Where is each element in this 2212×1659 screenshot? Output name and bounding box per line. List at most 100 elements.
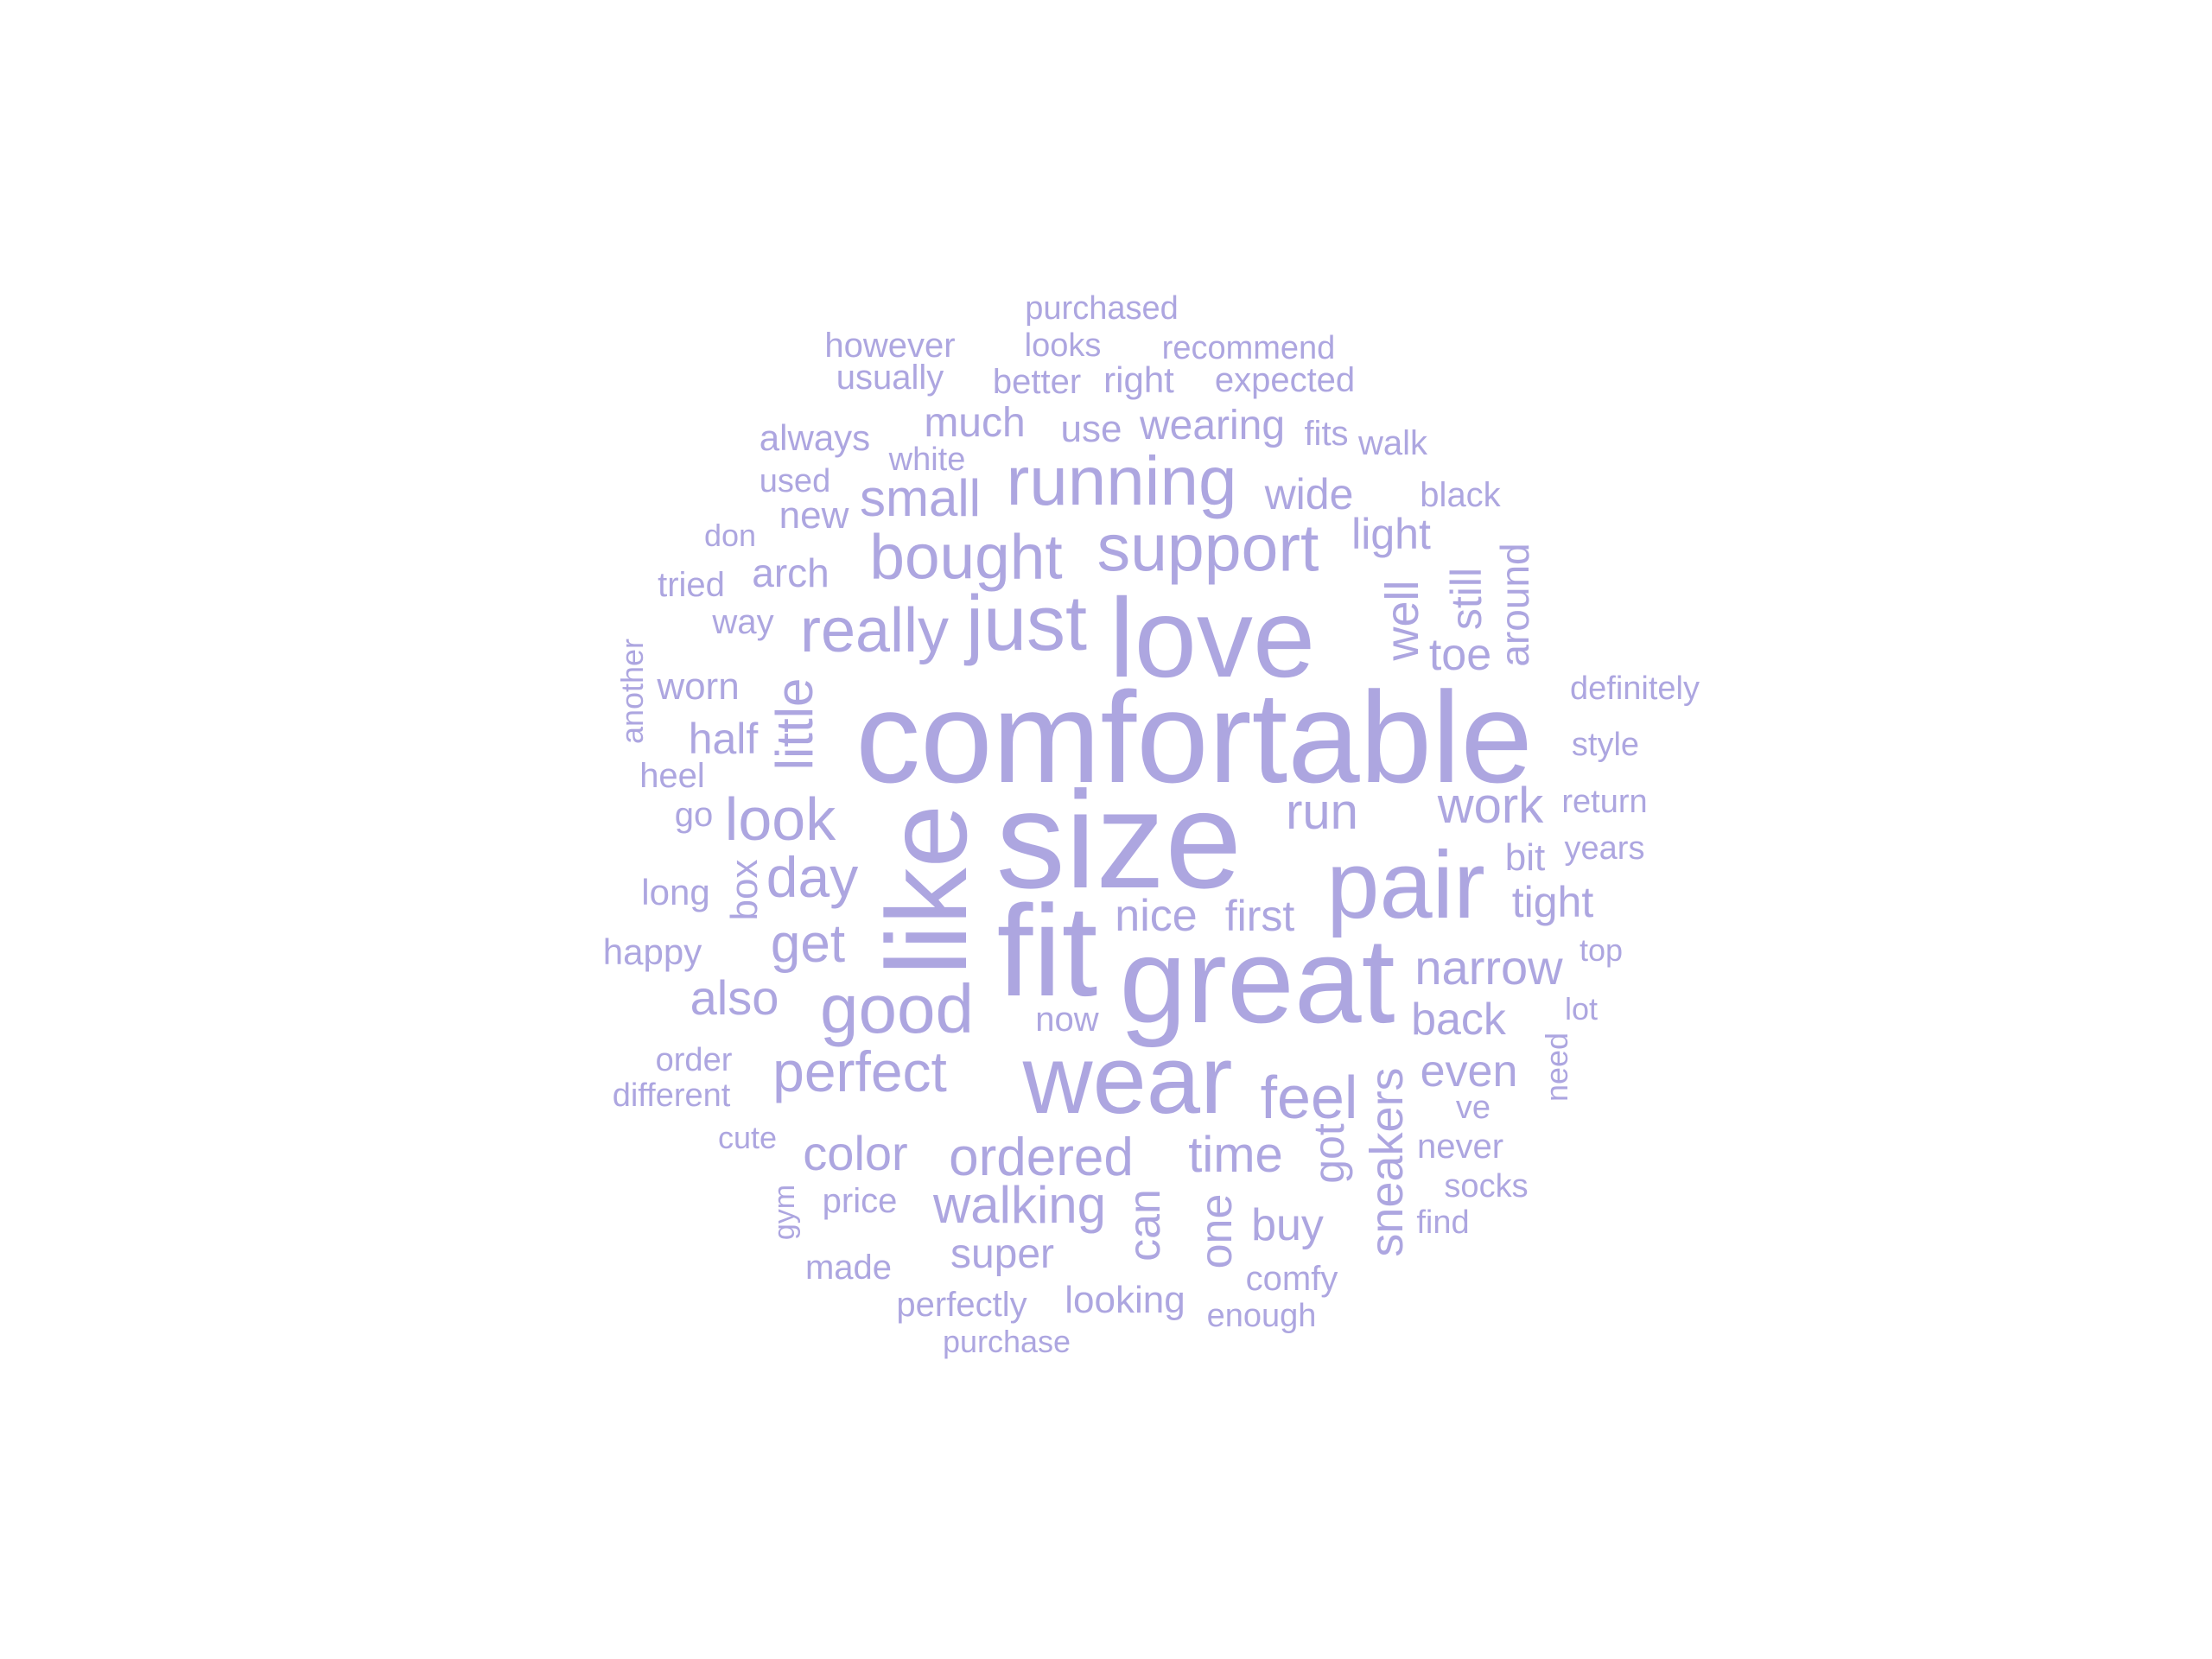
- word-comfy: comfy: [1245, 1260, 1338, 1298]
- word-however: however: [824, 327, 956, 365]
- word-looks: looks: [1024, 327, 1102, 364]
- word-even: even: [1420, 1046, 1518, 1096]
- word-socks: socks: [1444, 1168, 1529, 1205]
- word-made: made: [804, 1249, 893, 1287]
- word-always: always: [759, 417, 871, 458]
- word-walking: walking: [932, 1176, 1107, 1234]
- word-still: still: [1442, 567, 1491, 631]
- word-go: go: [674, 796, 714, 834]
- word-cute: cute: [717, 1120, 778, 1155]
- word-right: right: [1103, 359, 1174, 400]
- word-usually: usually: [836, 359, 944, 397]
- word-recommend: recommend: [1161, 330, 1336, 366]
- word-find: find: [1416, 1205, 1470, 1241]
- word-never: never: [1416, 1128, 1504, 1166]
- word-return: return: [1561, 784, 1648, 820]
- word-toe: toe: [1428, 630, 1492, 680]
- word-just: just: [965, 581, 1088, 667]
- word-used: used: [759, 463, 831, 499]
- word-sneakers: sneakers: [1361, 1067, 1413, 1257]
- word-feel: feel: [1260, 1064, 1358, 1131]
- word-price: price: [822, 1182, 898, 1220]
- word-looking: looking: [1065, 1279, 1185, 1321]
- word-purchased: purchased: [1025, 290, 1179, 327]
- word-gym: gym: [768, 1184, 801, 1241]
- word-look: look: [724, 785, 836, 853]
- word-love: love: [1109, 575, 1316, 701]
- word-around: around: [1492, 543, 1537, 667]
- word-really: really: [799, 596, 950, 665]
- word-can: can: [1120, 1189, 1170, 1262]
- word-buy: buy: [1251, 1200, 1324, 1250]
- word-like: like: [863, 804, 990, 976]
- word-ve: ve: [1455, 1090, 1491, 1126]
- word-running: running: [1006, 442, 1237, 519]
- word-good: good: [820, 970, 974, 1047]
- word-half: half: [688, 715, 759, 763]
- word-first: first: [1224, 892, 1295, 940]
- word-style: style: [1571, 727, 1640, 763]
- word-white: white: [888, 442, 966, 478]
- word-back: back: [1411, 995, 1506, 1045]
- word-purchase: purchase: [942, 1324, 1071, 1359]
- word-bought: bought: [869, 522, 1063, 593]
- word-tight: tight: [1511, 878, 1594, 926]
- word-pair: pair: [1326, 832, 1485, 938]
- word-now: now: [1035, 1001, 1099, 1039]
- word-lot: lot: [1564, 991, 1599, 1027]
- word-expected: expected: [1214, 361, 1356, 399]
- word-bit: bit: [1504, 836, 1546, 879]
- word-tried: tried: [658, 566, 725, 604]
- word-fit: fit: [996, 878, 1098, 1023]
- word-happy: happy: [602, 931, 702, 972]
- word-way: way: [712, 603, 774, 641]
- word-perfect: perfect: [772, 1039, 947, 1103]
- word-comfortable: comfortable: [855, 664, 1533, 810]
- word-need: need: [1539, 1032, 1574, 1103]
- word-better: better: [992, 363, 1082, 401]
- word-long: long: [641, 872, 710, 912]
- word-light: light: [1351, 510, 1431, 558]
- word-work: work: [1437, 778, 1544, 834]
- word-narrow: narrow: [1414, 940, 1563, 995]
- word-much: much: [924, 400, 1026, 446]
- word-new: new: [779, 494, 849, 537]
- word-run: run: [1286, 784, 1358, 840]
- word-wear: wear: [1022, 1026, 1233, 1134]
- word-also: also: [690, 970, 779, 1025]
- word-small: small: [859, 469, 982, 527]
- word-size: size: [995, 762, 1243, 917]
- word-worn: worn: [657, 665, 740, 708]
- word-day: day: [766, 845, 859, 909]
- word-get: get: [770, 914, 846, 974]
- word-time: time: [1188, 1127, 1283, 1183]
- word-walk: walk: [1357, 424, 1428, 462]
- word-wearing: wearing: [1139, 403, 1286, 448]
- word-definitely: definitely: [1570, 671, 1700, 707]
- word-perfectly: perfectly: [896, 1286, 1027, 1324]
- word-color: color: [803, 1126, 908, 1180]
- word-enough: enough: [1206, 1298, 1317, 1334]
- word-well: well: [1376, 580, 1428, 661]
- word-box: box: [723, 859, 766, 921]
- word-ordered: ordered: [949, 1128, 1134, 1187]
- word-wide: wide: [1264, 470, 1354, 518]
- word-support: support: [1096, 511, 1319, 586]
- word-years: years: [1564, 830, 1645, 867]
- word-top: top: [1579, 932, 1624, 968]
- word-one: one: [1192, 1193, 1242, 1269]
- word-great: great: [1119, 912, 1395, 1048]
- word-heel: heel: [639, 757, 705, 795]
- word-different: different: [612, 1077, 731, 1114]
- word-little: little: [766, 677, 823, 771]
- word-fits: fits: [1304, 415, 1349, 453]
- word-use: use: [1060, 408, 1122, 450]
- word-super: super: [950, 1231, 1055, 1277]
- word-black: black: [1420, 476, 1501, 514]
- word-nice: nice: [1115, 891, 1198, 941]
- word-got: got: [1305, 1123, 1353, 1184]
- word-don: don: [703, 518, 757, 553]
- word-another: another: [614, 638, 650, 745]
- word-order: order: [655, 1042, 733, 1078]
